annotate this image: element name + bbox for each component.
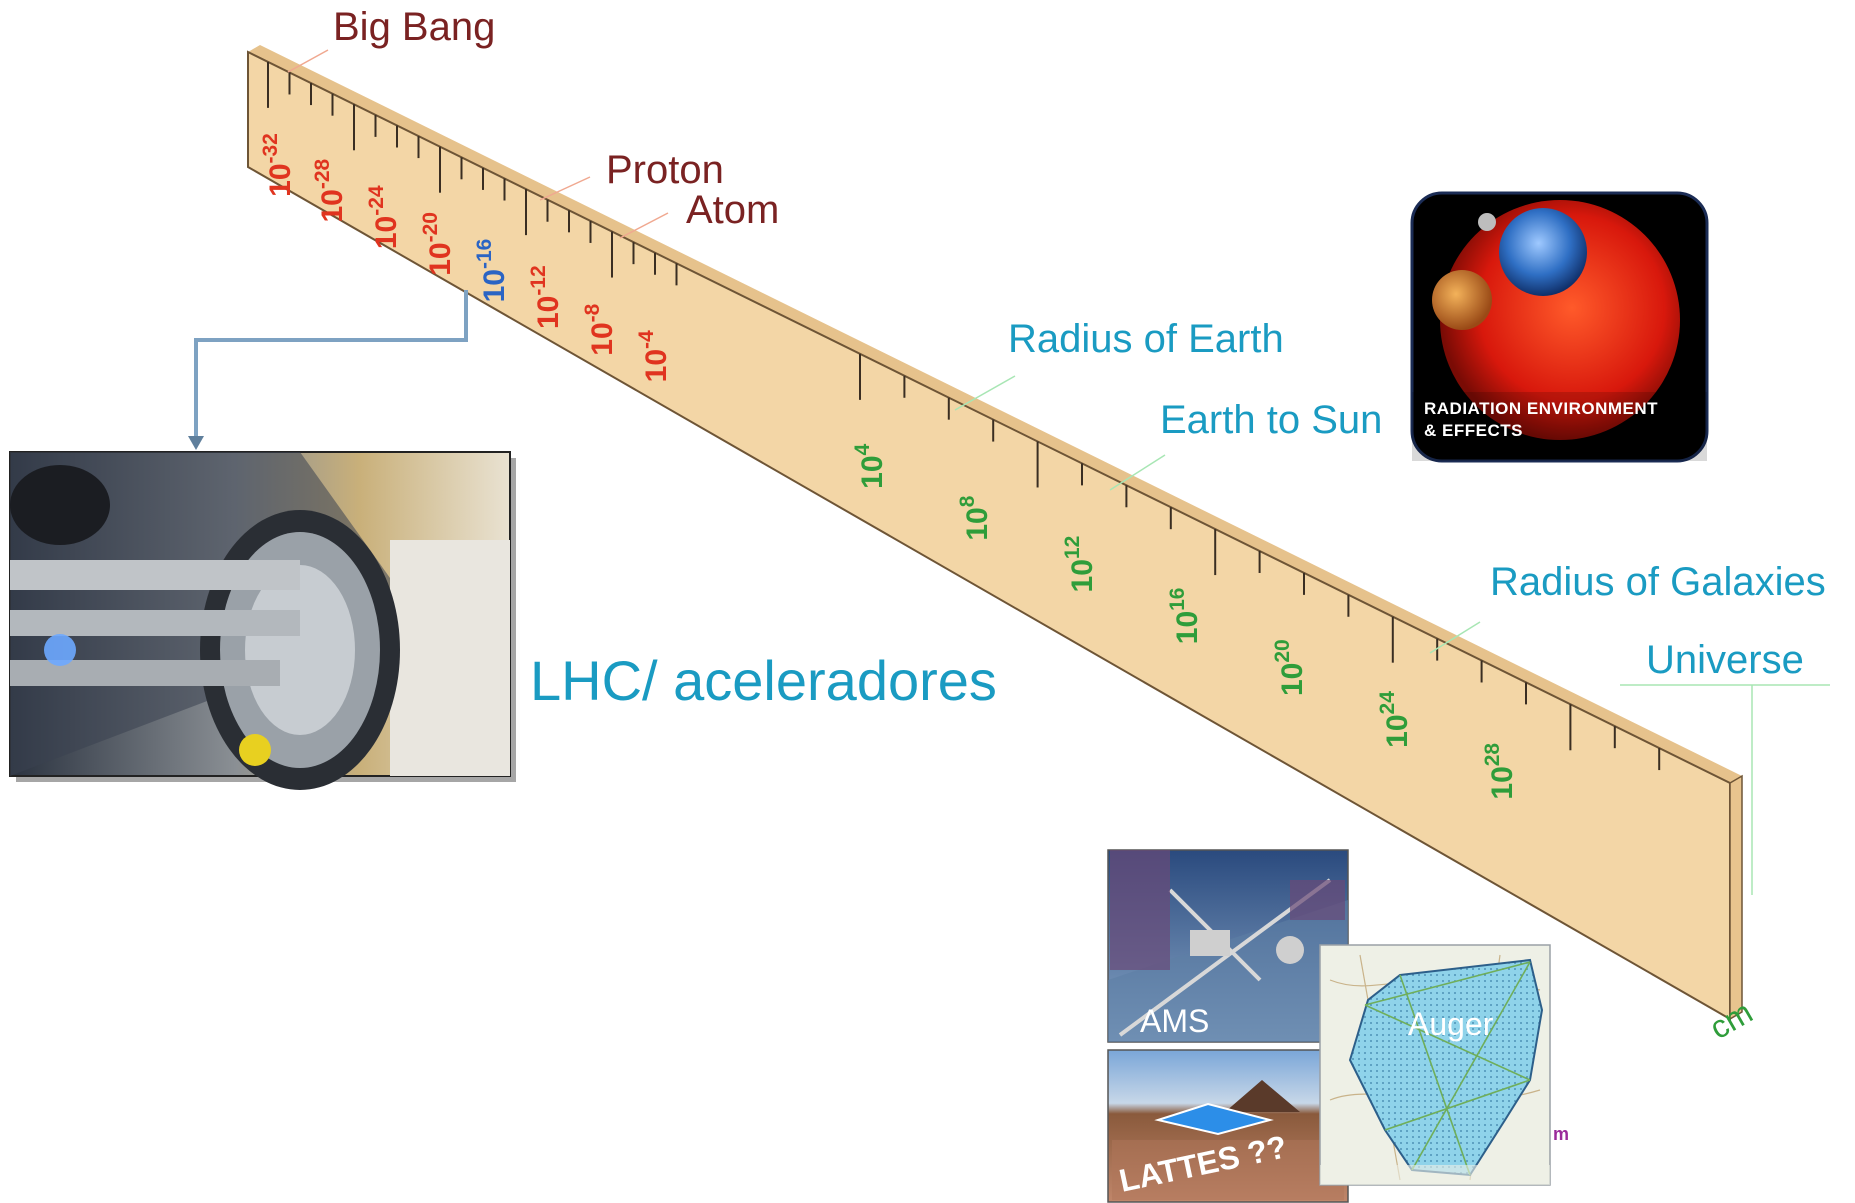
auger-label: Auger [1408,1006,1494,1042]
exponent-base: 10 [264,163,297,196]
ams-label: AMS [1140,1003,1209,1039]
radius-galaxies-leader [1429,621,1481,654]
exponent-base: 10 [370,216,403,249]
exponent-power: -4 [635,330,658,349]
exponent-power: 12 [1061,536,1084,559]
lhc-connector-arrowhead [188,436,204,450]
auger-map [1319,944,1551,1186]
exponent-power: -20 [419,212,442,242]
exponent-label: 10-24 [365,185,403,249]
exponent-base: 10 [424,242,457,275]
ams-photo [1107,849,1349,1043]
exponent-power: -28 [311,158,334,189]
exponent-power: 20 [1271,639,1294,662]
exponent-power: -16 [473,239,496,269]
exponent-label: 108 [956,495,994,540]
exponent-base: 10 [1276,663,1309,696]
mars-icon [1432,270,1492,330]
exponent-labels: 10-3210-2810-2410-2010-1610-1210-810-410… [259,133,1519,799]
radius-earth-leader [954,375,1016,411]
atom-label: Atom [686,188,779,232]
exponent-base: 10 [478,269,511,302]
exponent-label: 1020 [1271,639,1309,696]
ruler-top-edge [248,45,1742,783]
exponent-label: 10-20 [419,212,457,276]
universe-label: Universe [1646,638,1804,682]
exponent-base: 10 [961,507,994,540]
radiation-badge-line1: RADIATION ENVIRONMENT [1424,399,1658,418]
exponent-label: 10-8 [581,303,619,355]
earth-sun-label: Earth to Sun [1160,398,1382,442]
ruler [247,45,1743,1021]
lattes-photo [1107,1049,1349,1203]
proton-leader [539,176,591,201]
exponent-base: 10 [640,349,673,382]
earth-sun-leader [1109,454,1166,491]
exponent-base: 10 [856,455,889,488]
exponent-label: 10-12 [527,265,565,329]
ruler-end [1729,774,1743,1021]
lhc-connector [194,290,468,440]
exponent-power: 4 [851,443,874,455]
exponent-base: 10 [1486,766,1519,799]
exponent-power: 16 [1166,588,1189,611]
exponent-power: -8 [581,303,604,322]
radius-earth-label: Radius of Earth [1008,317,1284,361]
exponent-base: 10 [1066,559,1099,592]
exponent-power: -12 [527,265,550,295]
exponent-label: 10-4 [635,330,673,382]
moon-icon [1478,213,1496,231]
exponent-power: -32 [259,133,282,163]
exponent-label: 1012 [1061,536,1099,593]
exponent-base: 10 [532,296,565,329]
atom-leader [619,212,669,239]
exponent-base: 10 [586,322,619,355]
exponent-power: 24 [1376,691,1399,715]
radius-galaxies-label: Radius of Galaxies [1490,560,1826,604]
exponent-label: 1024 [1376,691,1414,748]
exponent-power: 28 [1481,743,1504,767]
leader-lines [188,49,1830,895]
big-bang-label: Big Bang [333,5,495,49]
exponent-label: 104 [851,443,889,488]
exponent-label: 1028 [1481,743,1519,800]
ruler-ticks [267,61,1661,771]
exponent-power: -24 [365,185,388,216]
map-mark: m [1553,1124,1569,1144]
exponent-label: 10-32 [259,133,297,197]
earth-icon [1499,208,1587,296]
exponent-label: 1016 [1166,588,1204,645]
radiation-badge-line2: & EFFECTS [1424,421,1523,440]
exponent-label: 10-28 [311,158,349,222]
exponent-label: 10-16 [473,239,511,303]
exponent-base: 10 [1171,611,1204,644]
lhc-caption: LHC/ aceleradores [530,649,997,712]
lhc-photo [9,451,516,790]
big-bang-leader [287,49,329,73]
exponent-base: 10 [1381,714,1414,747]
proton-label: Proton [606,148,724,192]
exponent-power: 8 [956,495,979,507]
exponent-base: 10 [316,189,349,222]
radiation-badge: RADIATION ENVIRONMENT & EFFECTS [1410,191,1709,463]
